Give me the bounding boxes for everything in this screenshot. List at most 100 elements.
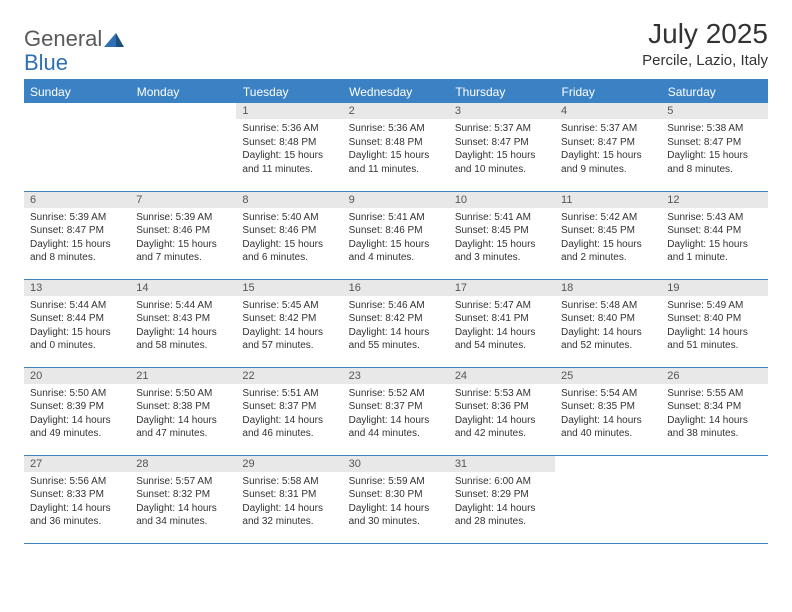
day-content: Sunrise: 5:45 AMSunset: 8:42 PMDaylight:… — [236, 296, 342, 356]
day-content: Sunrise: 5:59 AMSunset: 8:30 PMDaylight:… — [343, 472, 449, 532]
day-content: Sunrise: 5:37 AMSunset: 8:47 PMDaylight:… — [555, 119, 661, 179]
day-line: Sunrise: 5:44 AM — [136, 299, 230, 313]
calendar-empty-cell — [24, 103, 130, 191]
day-line: Daylight: 15 hours — [242, 238, 336, 252]
location: Percile, Lazio, Italy — [642, 52, 768, 69]
day-line: Sunset: 8:44 PM — [667, 224, 761, 238]
day-number: 19 — [661, 280, 767, 296]
day-line: and 44 minutes. — [349, 427, 443, 441]
day-number: 23 — [343, 368, 449, 384]
day-content: Sunrise: 5:39 AMSunset: 8:47 PMDaylight:… — [24, 208, 130, 268]
day-line: and 2 minutes. — [561, 251, 655, 265]
day-line: and 6 minutes. — [242, 251, 336, 265]
calendar-day-cell: 22Sunrise: 5:51 AMSunset: 8:37 PMDayligh… — [236, 367, 342, 455]
day-content: Sunrise: 5:52 AMSunset: 8:37 PMDaylight:… — [343, 384, 449, 444]
day-line: Sunrise: 6:00 AM — [455, 475, 549, 489]
day-content: Sunrise: 5:54 AMSunset: 8:35 PMDaylight:… — [555, 384, 661, 444]
calendar-day-cell: 8Sunrise: 5:40 AMSunset: 8:46 PMDaylight… — [236, 191, 342, 279]
calendar-day-cell: 12Sunrise: 5:43 AMSunset: 8:44 PMDayligh… — [661, 191, 767, 279]
day-line: and 9 minutes. — [561, 163, 655, 177]
day-line: and 32 minutes. — [242, 515, 336, 529]
day-line: and 30 minutes. — [349, 515, 443, 529]
day-line: Sunset: 8:43 PM — [136, 312, 230, 326]
day-line: Sunset: 8:44 PM — [30, 312, 124, 326]
calendar-day-cell: 6Sunrise: 5:39 AMSunset: 8:47 PMDaylight… — [24, 191, 130, 279]
day-content: Sunrise: 5:55 AMSunset: 8:34 PMDaylight:… — [661, 384, 767, 444]
day-line: and 4 minutes. — [349, 251, 443, 265]
day-line: Sunset: 8:46 PM — [136, 224, 230, 238]
weekday-header: Sunday — [24, 80, 130, 103]
day-number: 25 — [555, 368, 661, 384]
calendar-day-cell: 4Sunrise: 5:37 AMSunset: 8:47 PMDaylight… — [555, 103, 661, 191]
day-line: Sunrise: 5:44 AM — [30, 299, 124, 313]
day-line: and 3 minutes. — [455, 251, 549, 265]
day-line: Daylight: 15 hours — [667, 149, 761, 163]
day-line: and 54 minutes. — [455, 339, 549, 353]
day-number: 15 — [236, 280, 342, 296]
day-line: Daylight: 15 hours — [349, 238, 443, 252]
day-line: Sunrise: 5:42 AM — [561, 211, 655, 225]
day-line: Daylight: 15 hours — [30, 326, 124, 340]
page: General July 2025 Percile, Lazio, Italy … — [0, 0, 792, 562]
day-line: Daylight: 14 hours — [349, 326, 443, 340]
day-number: 31 — [449, 456, 555, 472]
day-line: Sunset: 8:47 PM — [561, 136, 655, 150]
logo-triangle-icon — [104, 31, 124, 47]
day-line: Sunset: 8:46 PM — [349, 224, 443, 238]
day-line: Sunrise: 5:36 AM — [349, 122, 443, 136]
day-content: Sunrise: 5:57 AMSunset: 8:32 PMDaylight:… — [130, 472, 236, 532]
day-line: Sunrise: 5:50 AM — [30, 387, 124, 401]
day-line: Sunrise: 5:50 AM — [136, 387, 230, 401]
day-line: and 11 minutes. — [349, 163, 443, 177]
day-content: Sunrise: 5:49 AMSunset: 8:40 PMDaylight:… — [661, 296, 767, 356]
day-line: Sunrise: 5:59 AM — [349, 475, 443, 489]
day-number: 3 — [449, 103, 555, 119]
calendar-day-cell: 10Sunrise: 5:41 AMSunset: 8:45 PMDayligh… — [449, 191, 555, 279]
day-line: Sunset: 8:46 PM — [242, 224, 336, 238]
day-line: Daylight: 14 hours — [136, 414, 230, 428]
day-line: Sunrise: 5:53 AM — [455, 387, 549, 401]
day-line: Sunrise: 5:46 AM — [349, 299, 443, 313]
day-line: Sunset: 8:45 PM — [455, 224, 549, 238]
day-content: Sunrise: 5:44 AMSunset: 8:44 PMDaylight:… — [24, 296, 130, 356]
day-line: Sunrise: 5:54 AM — [561, 387, 655, 401]
day-line: and 49 minutes. — [30, 427, 124, 441]
day-number: 26 — [661, 368, 767, 384]
day-content: Sunrise: 5:46 AMSunset: 8:42 PMDaylight:… — [343, 296, 449, 356]
day-line: Sunrise: 5:39 AM — [136, 211, 230, 225]
day-line: Daylight: 15 hours — [30, 238, 124, 252]
calendar-day-cell: 29Sunrise: 5:58 AMSunset: 8:31 PMDayligh… — [236, 455, 342, 543]
calendar-day-cell: 21Sunrise: 5:50 AMSunset: 8:38 PMDayligh… — [130, 367, 236, 455]
calendar-day-cell: 18Sunrise: 5:48 AMSunset: 8:40 PMDayligh… — [555, 279, 661, 367]
day-line: and 1 minute. — [667, 251, 761, 265]
day-line: Sunrise: 5:41 AM — [455, 211, 549, 225]
day-content: Sunrise: 5:38 AMSunset: 8:47 PMDaylight:… — [661, 119, 767, 179]
day-line: Sunrise: 5:37 AM — [561, 122, 655, 136]
logo-line2: Blue — [24, 50, 68, 76]
day-line: Sunset: 8:48 PM — [242, 136, 336, 150]
day-number: 11 — [555, 192, 661, 208]
day-content: Sunrise: 5:53 AMSunset: 8:36 PMDaylight:… — [449, 384, 555, 444]
day-number: 29 — [236, 456, 342, 472]
day-content: Sunrise: 5:50 AMSunset: 8:38 PMDaylight:… — [130, 384, 236, 444]
day-number: 2 — [343, 103, 449, 119]
day-number: 8 — [236, 192, 342, 208]
day-line: Daylight: 14 hours — [349, 502, 443, 516]
day-line: Daylight: 14 hours — [30, 502, 124, 516]
day-line: and 42 minutes. — [455, 427, 549, 441]
weekday-header-row: SundayMondayTuesdayWednesdayThursdayFrid… — [24, 80, 768, 103]
day-line: Daylight: 14 hours — [242, 502, 336, 516]
day-line: Daylight: 14 hours — [455, 326, 549, 340]
day-line: Sunrise: 5:41 AM — [349, 211, 443, 225]
day-line: Sunset: 8:48 PM — [349, 136, 443, 150]
weekday-header: Wednesday — [343, 80, 449, 103]
day-line: Sunrise: 5:39 AM — [30, 211, 124, 225]
calendar-week-row: 1Sunrise: 5:36 AMSunset: 8:48 PMDaylight… — [24, 103, 768, 191]
calendar-week-row: 13Sunrise: 5:44 AMSunset: 8:44 PMDayligh… — [24, 279, 768, 367]
day-line: and 40 minutes. — [561, 427, 655, 441]
calendar-day-cell: 26Sunrise: 5:55 AMSunset: 8:34 PMDayligh… — [661, 367, 767, 455]
day-content: Sunrise: 5:39 AMSunset: 8:46 PMDaylight:… — [130, 208, 236, 268]
day-line: and 58 minutes. — [136, 339, 230, 353]
day-line: and 36 minutes. — [30, 515, 124, 529]
day-line: Sunrise: 5:56 AM — [30, 475, 124, 489]
